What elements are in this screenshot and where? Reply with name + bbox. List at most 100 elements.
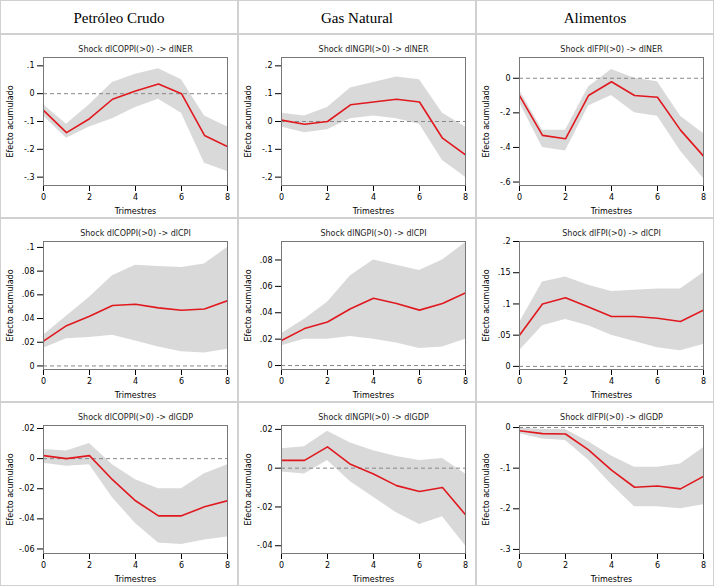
svg-text:6: 6	[655, 561, 660, 570]
svg-text:.15: .15	[498, 268, 511, 277]
svg-text:4: 4	[609, 193, 614, 202]
svg-text:0: 0	[279, 193, 284, 202]
svg-text:8: 8	[701, 193, 706, 202]
svg-text:2: 2	[563, 193, 568, 202]
svg-text:6: 6	[179, 377, 184, 386]
svg-text:6: 6	[179, 561, 184, 570]
svg-text:2: 2	[563, 561, 568, 570]
svg-text:.2: .2	[503, 237, 511, 246]
svg-text:-.1: -.1	[24, 117, 35, 126]
svg-text:-.06: -.06	[19, 545, 35, 554]
svg-text:0: 0	[279, 561, 284, 570]
svg-text:.05: .05	[498, 331, 511, 340]
svg-text:.06: .06	[22, 290, 35, 299]
svg-text:-.02: -.02	[19, 484, 35, 493]
svg-text:-.04: -.04	[257, 541, 273, 550]
svg-text:-.2: -.2	[500, 504, 511, 513]
svg-text:6: 6	[417, 193, 422, 202]
svg-text:0: 0	[505, 74, 510, 83]
svg-text:Trimestres: Trimestres	[590, 207, 632, 216]
svg-text:Efecto acumulado: Efecto acumulado	[482, 269, 491, 341]
svg-text:Efecto acumulado: Efecto acumulado	[6, 269, 15, 341]
svg-text:0: 0	[41, 561, 46, 570]
svg-text:-.04: -.04	[19, 514, 35, 523]
svg-text:2: 2	[325, 561, 330, 570]
svg-text:Efecto acumulado: Efecto acumulado	[482, 85, 491, 157]
svg-text:0: 0	[29, 362, 34, 371]
svg-text:.04: .04	[260, 308, 273, 317]
svg-text:-.1: -.1	[262, 145, 273, 154]
svg-text:6: 6	[655, 193, 660, 202]
svg-text:Trimestres: Trimestres	[352, 207, 394, 216]
svg-text:Shock dlNGPI(>0) -> dlCPI: Shock dlNGPI(>0) -> dlCPI	[320, 229, 426, 238]
svg-text:2: 2	[87, 193, 92, 202]
svg-text:8: 8	[701, 561, 706, 570]
svg-text:.1: .1	[503, 299, 511, 308]
svg-text:6: 6	[655, 377, 660, 386]
svg-text:2: 2	[325, 193, 330, 202]
svg-text:Trimestres: Trimestres	[114, 391, 156, 400]
svg-text:-.4: -.4	[500, 143, 511, 152]
svg-text:6: 6	[179, 193, 184, 202]
svg-text:-.3: -.3	[500, 545, 511, 554]
svg-text:Shock dlCOPPI(>0) -> dlGDP: Shock dlCOPPI(>0) -> dlGDP	[78, 413, 193, 422]
svg-text:Shock dlFPI(>0) -> dlNER: Shock dlFPI(>0) -> dlNER	[560, 45, 663, 54]
svg-text:.06: .06	[260, 282, 273, 291]
svg-text:0: 0	[267, 464, 272, 473]
svg-text:4: 4	[371, 561, 376, 570]
svg-text:6: 6	[417, 561, 422, 570]
svg-text:2: 2	[563, 377, 568, 386]
svg-text:4: 4	[609, 561, 614, 570]
svg-text:2: 2	[325, 377, 330, 386]
svg-text:0: 0	[279, 377, 284, 386]
svg-text:-.6: -.6	[500, 178, 511, 187]
svg-text:Shock dlNGPI(>0) -> dlNER: Shock dlNGPI(>0) -> dlNER	[319, 45, 429, 54]
svg-text:8: 8	[463, 377, 468, 386]
svg-text:.1: .1	[27, 61, 35, 70]
svg-text:Efecto acumulado: Efecto acumulado	[244, 453, 253, 525]
svg-text:6: 6	[417, 377, 422, 386]
svg-text:-.2: -.2	[24, 145, 35, 154]
svg-text:Shock dlNGPI(>0) -> dlGDP: Shock dlNGPI(>0) -> dlGDP	[318, 413, 429, 422]
svg-text:Trimestres: Trimestres	[352, 575, 394, 584]
svg-text:4: 4	[133, 561, 138, 570]
svg-text:.02: .02	[260, 335, 273, 344]
svg-text:Efecto acumulado: Efecto acumulado	[482, 453, 491, 525]
svg-text:0: 0	[29, 454, 34, 463]
svg-text:8: 8	[701, 377, 706, 386]
svg-text:0: 0	[505, 423, 510, 432]
svg-text:-.2: -.2	[500, 108, 511, 117]
svg-text:0: 0	[267, 117, 272, 126]
svg-text:Trimestres: Trimestres	[590, 575, 632, 584]
svg-text:0: 0	[41, 193, 46, 202]
svg-text:4: 4	[133, 377, 138, 386]
svg-text:-.3: -.3	[24, 173, 35, 182]
svg-text:.1: .1	[265, 89, 273, 98]
svg-text:Trimestres: Trimestres	[114, 575, 156, 584]
svg-text:4: 4	[609, 377, 614, 386]
svg-text:0: 0	[505, 362, 510, 371]
svg-text:.04: .04	[22, 314, 35, 323]
svg-text:4: 4	[133, 193, 138, 202]
svg-text:-.2: -.2	[262, 173, 273, 182]
svg-text:0: 0	[517, 561, 522, 570]
svg-text:0: 0	[517, 377, 522, 386]
svg-text:.2: .2	[265, 61, 273, 70]
svg-text:Shock dlCOPPI(>0) -> dlNER: Shock dlCOPPI(>0) -> dlNER	[78, 45, 193, 54]
svg-text:.1: .1	[27, 243, 35, 252]
svg-text:Trimestres: Trimestres	[114, 207, 156, 216]
svg-text:.08: .08	[260, 256, 273, 265]
svg-text:Efecto acumulado: Efecto acumulado	[6, 453, 15, 525]
svg-text:8: 8	[225, 561, 230, 570]
svg-text:Shock dlCOPPI(>0) -> dlCPI: Shock dlCOPPI(>0) -> dlCPI	[80, 229, 191, 238]
svg-text:4: 4	[371, 377, 376, 386]
svg-text:Efecto acumulado: Efecto acumulado	[6, 85, 15, 157]
svg-text:0: 0	[267, 361, 272, 370]
svg-text:Trimestres: Trimestres	[352, 391, 394, 400]
svg-text:8: 8	[225, 193, 230, 202]
svg-text:Shock dlFPI(>0) -> dlCPI: Shock dlFPI(>0) -> dlCPI	[562, 229, 660, 238]
svg-text:Shock dlFPI(>0) -> dlGDP: Shock dlFPI(>0) -> dlGDP	[560, 413, 663, 422]
svg-text:.02: .02	[22, 424, 35, 433]
svg-text:8: 8	[225, 377, 230, 386]
svg-text:.02: .02	[260, 425, 273, 434]
